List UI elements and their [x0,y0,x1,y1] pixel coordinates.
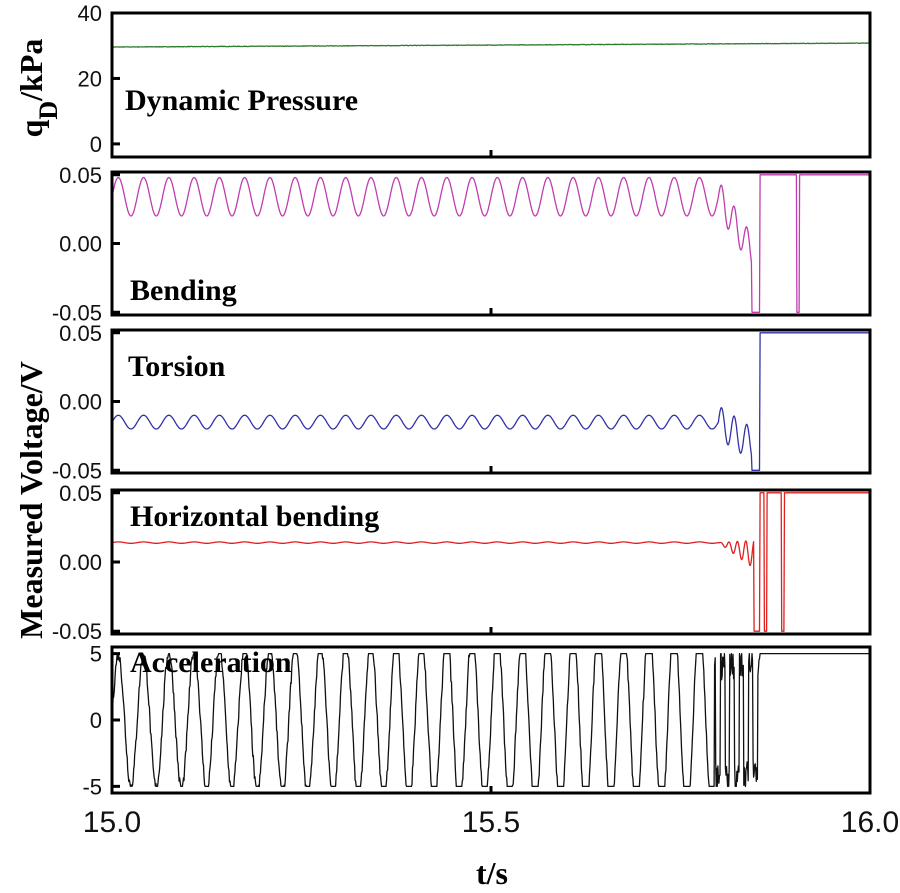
shared-y-axis-title: Measured Voltage/V [13,361,49,639]
panel-acceleration: -5 0 5 Acceleration [82,642,872,799]
panel-torsion: -0.05 0.00 0.05 Torsion [52,321,872,483]
panel-label-bending: Bending [130,274,237,307]
y-tick-label-dynamic: 40 [78,1,102,26]
y-tick-label-acceleration: 5 [90,642,102,667]
y-tick-label-horizontal: 0.05 [59,481,102,506]
y-tick-label-bending: 0.05 [59,163,102,188]
panel-bending: -0.05 0.00 0.05 Bending [52,163,872,325]
x-tick-label: 15.5 [462,806,520,839]
series-line-dynamic [111,42,871,48]
pressure-y-axis-title: qD/kPa [13,39,63,138]
y-tick-label-bending: -0.05 [52,300,102,325]
panel-label-acceleration: Acceleration [130,646,292,679]
x-tick-label: 16.0 [841,806,899,839]
panel-label-horizontal: Horizontal bending [130,500,379,533]
y-tick-label-bending: 0.00 [59,232,102,257]
y-tick-label-dynamic: 20 [78,66,102,91]
panels: 0 20 40 Dynamic Pressure -0.05 0.00 0.05 Bendin… [52,1,872,799]
panel-dynamic: 0 20 40 Dynamic Pressure [78,1,872,159]
x-axis: 15.0 15.5 16.0 [83,806,899,839]
y-tick-label-acceleration: 0 [90,708,102,733]
series-line-horizontal [111,492,871,632]
series-line-bending [111,174,871,313]
y-tick-label-dynamic: 0 [90,132,102,157]
y-tick-label-torsion: 0.00 [59,390,102,415]
ylabel-q: q [13,119,49,137]
ylabel-sub: D [34,101,63,120]
x-tick-label: 15.0 [83,806,141,839]
series-line-acceleration [111,652,871,788]
y-tick-label-acceleration: -5 [82,774,102,799]
y-tick-label-torsion: 0.05 [59,321,102,346]
y-tick-label-horizontal: -0.05 [52,619,102,644]
y-tick-label-horizontal: 0.00 [59,550,102,575]
x-axis-title: t/s [476,855,508,891]
panel-horizontal: -0.05 0.00 0.05 Horizontal bending [52,481,872,644]
ylabel-unit: /kPa [13,39,49,102]
series-line-torsion [111,332,871,471]
panel-label-dynamic: Dynamic Pressure [125,84,358,117]
plot-frame-torsion [110,328,872,475]
y-tick-label-torsion: -0.05 [52,458,102,483]
panel-label-torsion: Torsion [128,350,226,383]
